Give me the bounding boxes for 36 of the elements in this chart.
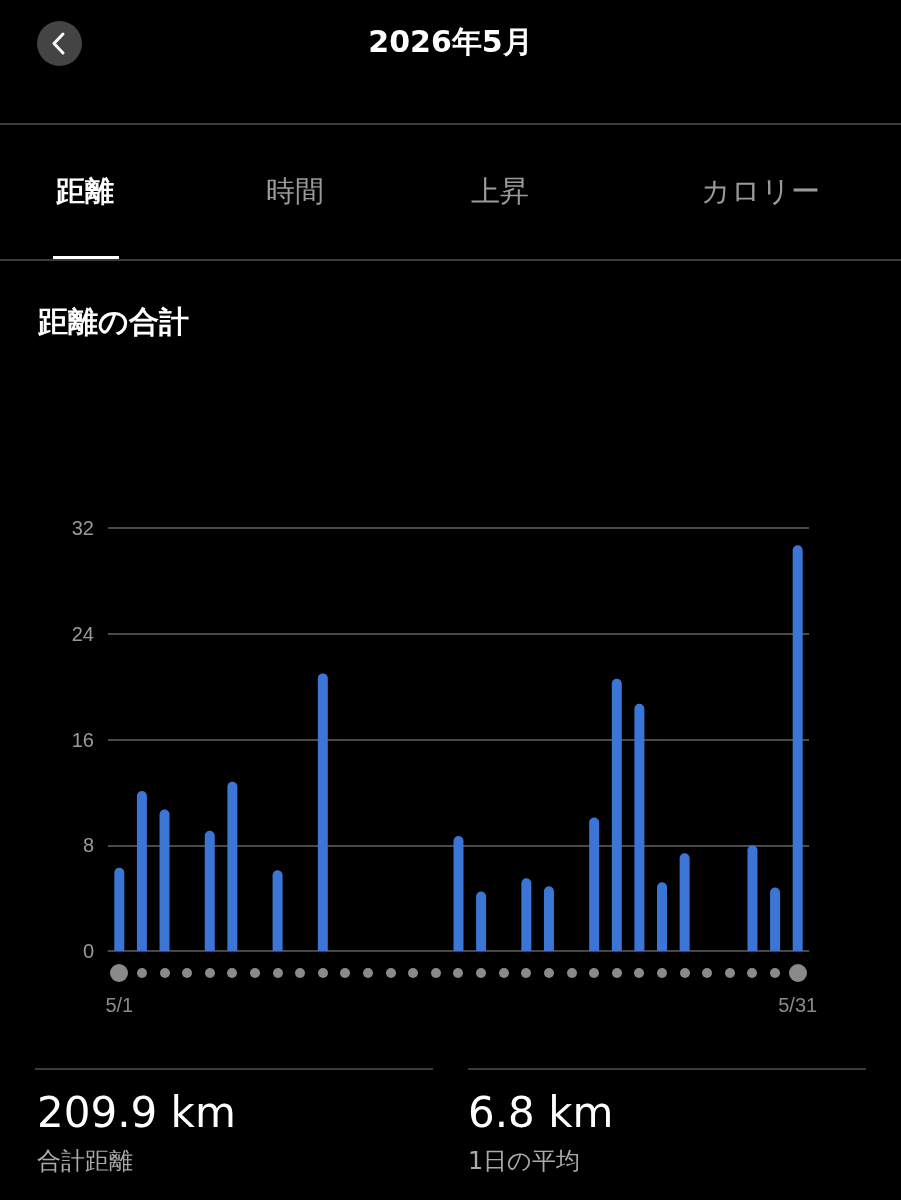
bar — [543, 886, 554, 951]
y-tick-label: 16 — [71, 728, 94, 751]
text: 6.8 km — [468, 1088, 614, 1137]
y-tick-label: 24 — [71, 622, 94, 645]
text: 209.9 km — [37, 1088, 236, 1137]
text: 2026年5月 — [367, 23, 534, 61]
bar — [521, 878, 532, 951]
bar — [770, 887, 781, 951]
text: 合計距離 — [37, 1146, 133, 1177]
x-tick-label: 5/1 — [105, 994, 134, 1016]
bar — [657, 882, 668, 951]
x-tick-label: 5/31 — [778, 994, 818, 1016]
text: 1日の平均 — [468, 1146, 581, 1177]
y-tick-label: 8 — [82, 834, 94, 857]
bar — [453, 836, 464, 951]
bar — [476, 891, 487, 951]
text: カロリー — [699, 173, 821, 210]
y-tick-label: 0 — [82, 940, 94, 962]
bar — [227, 781, 238, 951]
bar — [159, 809, 170, 951]
bar — [589, 817, 600, 951]
bar — [747, 845, 758, 951]
bar — [634, 703, 645, 951]
bar — [679, 853, 690, 951]
text: 時間 — [265, 173, 325, 210]
bar — [611, 678, 622, 951]
text: 距離 — [55, 173, 115, 210]
bar — [114, 867, 125, 951]
y-tick-label: 32 — [71, 517, 94, 539]
bar — [317, 673, 328, 951]
chart-title: 距離の合計 — [38, 303, 189, 341]
bar — [136, 791, 147, 951]
bar — [272, 870, 283, 951]
text: 上昇 — [470, 173, 530, 210]
bar — [204, 830, 215, 951]
bar — [792, 545, 803, 951]
